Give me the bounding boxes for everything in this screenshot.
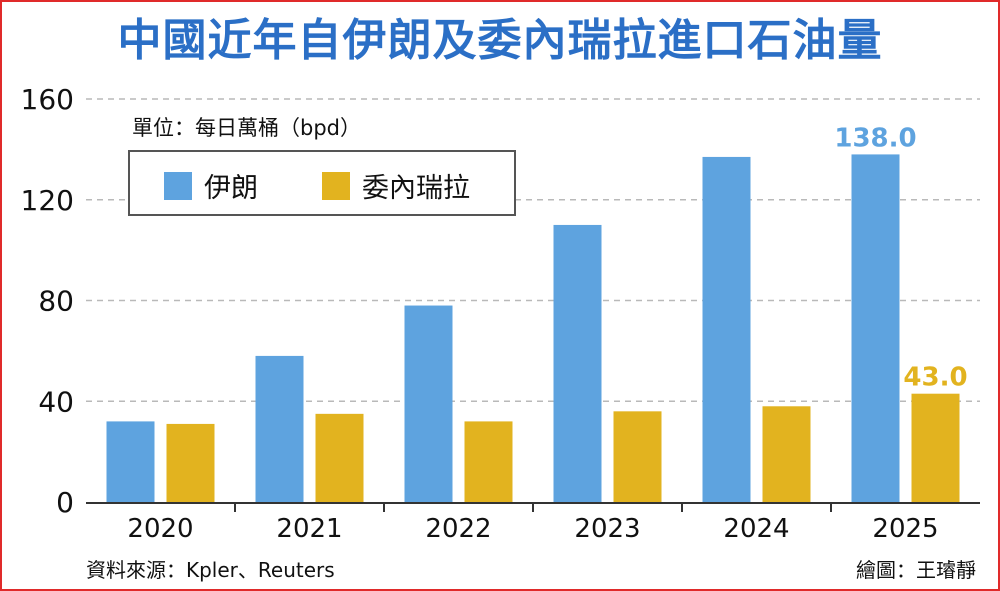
data-label: 43.0 — [903, 363, 967, 393]
bar-iran-2023 — [553, 224, 602, 502]
legend: 伊朗 委內瑞拉 — [128, 150, 516, 216]
legend-swatch-venezuela — [322, 171, 350, 200]
legend-item-iran: 伊朗 — [164, 166, 258, 205]
x-tick-label: 2023 — [574, 514, 640, 544]
bar-iran-2024 — [702, 156, 751, 502]
bar-venezuela-2020 — [166, 423, 215, 502]
legend-label-venezuela: 委內瑞拉 — [362, 173, 470, 204]
data-labels: 138.0 43.0 — [834, 123, 967, 392]
source-note: 資料來源：Kpler、Reuters — [86, 558, 335, 582]
bar-iran-2020 — [106, 421, 155, 502]
bar-venezuela-2025 — [911, 393, 960, 502]
bar-iran-2021 — [255, 355, 304, 502]
bar-venezuela-2021 — [315, 413, 364, 502]
unit-label: 單位：每日萬桶（bpd） — [132, 116, 361, 140]
y-tick-label: 160 — [21, 83, 74, 116]
chart-title: 中國近年自伊朗及委內瑞拉進口石油量 — [117, 15, 883, 66]
x-tick-label: 2022 — [425, 514, 491, 544]
legend-label-iran: 伊朗 — [204, 173, 258, 204]
bars — [106, 154, 960, 502]
y-tick-label: 40 — [38, 385, 74, 418]
bar-venezuela-2022 — [464, 421, 513, 502]
legend-item-venezuela: 委內瑞拉 — [322, 166, 470, 205]
bar-iran-2025 — [851, 154, 900, 502]
x-tick-label: 2021 — [276, 514, 342, 544]
bar-venezuela-2023 — [613, 411, 662, 502]
legend-swatch-iran — [164, 171, 192, 200]
y-tick-label: 80 — [38, 285, 74, 318]
y-tick-label: 120 — [21, 184, 74, 217]
data-label: 138.0 — [834, 123, 916, 153]
x-tick-label: 2025 — [872, 514, 938, 544]
credit-note: 繪圖：王璿靜 — [856, 558, 976, 582]
axes: 0 40 80 120 160 2020 2021 2022 2023 2024 2025 — [21, 83, 980, 544]
bar-iran-2022 — [404, 305, 453, 502]
x-tick-label: 2024 — [723, 514, 789, 544]
y-tick-label: 0 — [56, 486, 74, 519]
x-tick-label: 2020 — [127, 514, 193, 544]
bar-venezuela-2024 — [762, 406, 811, 502]
